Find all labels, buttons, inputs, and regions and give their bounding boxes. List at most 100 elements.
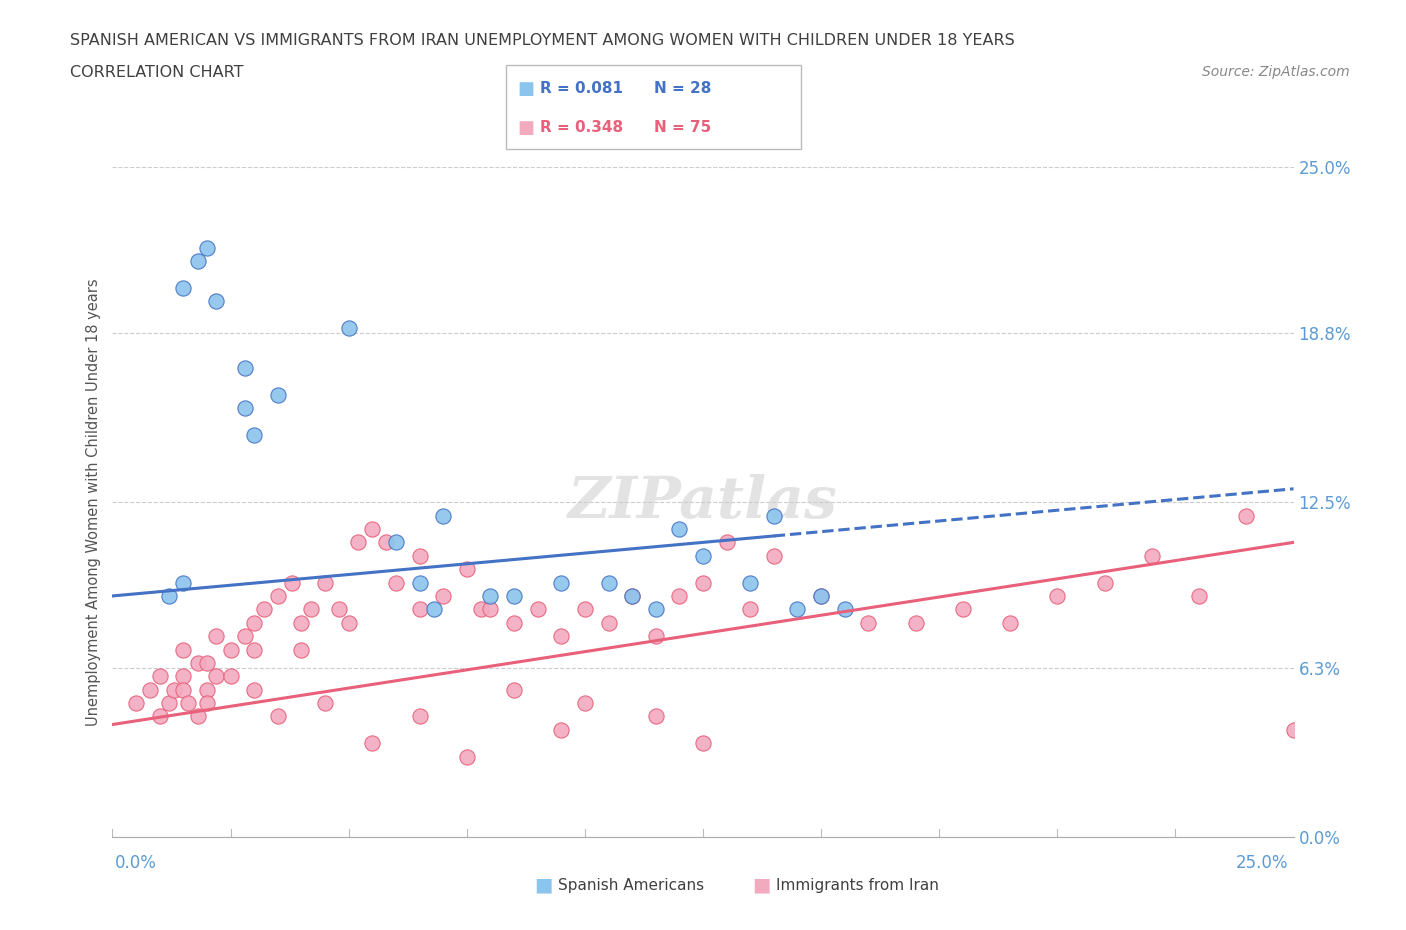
Point	[692, 575, 714, 590]
Text: 25.0%: 25.0%	[1236, 854, 1288, 871]
Point	[408, 549, 430, 564]
Point	[139, 683, 162, 698]
Point	[186, 709, 208, 724]
Point	[177, 696, 200, 711]
Text: CORRELATION CHART: CORRELATION CHART	[70, 65, 243, 80]
Point	[149, 669, 172, 684]
Point	[1140, 549, 1163, 564]
Point	[337, 616, 360, 631]
Point	[281, 575, 304, 590]
Point	[550, 575, 572, 590]
Point	[1234, 508, 1257, 523]
Point	[172, 683, 194, 698]
Point	[299, 602, 322, 617]
Text: N = 75: N = 75	[654, 120, 711, 136]
Point	[157, 696, 180, 711]
Point	[125, 696, 148, 711]
Point	[172, 669, 194, 684]
Point	[692, 736, 714, 751]
Point	[253, 602, 276, 617]
Point	[716, 535, 738, 550]
Point	[834, 602, 856, 617]
Text: ■: ■	[534, 876, 553, 895]
Point	[243, 683, 266, 698]
Point	[375, 535, 398, 550]
Point	[456, 750, 478, 764]
Point	[1188, 589, 1211, 604]
Point	[550, 629, 572, 644]
Point	[644, 709, 666, 724]
Point	[432, 508, 454, 523]
Point	[290, 616, 312, 631]
Text: SPANISH AMERICAN VS IMMIGRANTS FROM IRAN UNEMPLOYMENT AMONG WOMEN WITH CHILDREN : SPANISH AMERICAN VS IMMIGRANTS FROM IRAN…	[70, 33, 1015, 47]
Point	[904, 616, 927, 631]
Point	[195, 656, 218, 671]
Text: ■: ■	[517, 80, 534, 98]
Point	[952, 602, 974, 617]
Point	[172, 642, 194, 657]
Text: Spanish Americans: Spanish Americans	[558, 878, 704, 893]
Point	[668, 589, 690, 604]
Point	[195, 240, 218, 255]
Point	[328, 602, 350, 617]
Point	[810, 589, 832, 604]
Point	[479, 589, 502, 604]
Point	[598, 616, 620, 631]
Text: N = 28: N = 28	[654, 81, 711, 96]
Point	[385, 535, 408, 550]
Point	[267, 709, 290, 724]
Point	[186, 254, 208, 269]
Point	[205, 629, 228, 644]
Point	[786, 602, 808, 617]
Point	[574, 602, 596, 617]
Point	[408, 575, 430, 590]
Point	[574, 696, 596, 711]
Point	[361, 522, 384, 537]
Point	[314, 696, 336, 711]
Y-axis label: Unemployment Among Women with Children Under 18 years: Unemployment Among Women with Children U…	[86, 278, 101, 726]
Text: Source: ZipAtlas.com: Source: ZipAtlas.com	[1202, 65, 1350, 79]
Point	[195, 683, 218, 698]
Text: 0.0%: 0.0%	[115, 854, 157, 871]
Point	[172, 575, 194, 590]
Point	[233, 401, 256, 416]
Point	[172, 281, 194, 296]
Point	[550, 723, 572, 737]
Point	[526, 602, 548, 617]
Text: R = 0.081: R = 0.081	[540, 81, 623, 96]
Point	[644, 629, 666, 644]
Point	[219, 669, 242, 684]
Point	[361, 736, 384, 751]
Point	[385, 575, 408, 590]
Text: Immigrants from Iran: Immigrants from Iran	[776, 878, 939, 893]
Point	[243, 428, 266, 443]
Point	[422, 602, 444, 617]
Text: ZIPatlas: ZIPatlas	[568, 474, 838, 530]
Point	[740, 575, 762, 590]
Point	[479, 602, 502, 617]
Point	[408, 709, 430, 724]
Point	[1282, 723, 1305, 737]
Point	[598, 575, 620, 590]
Point	[503, 683, 526, 698]
Point	[157, 589, 180, 604]
Point	[337, 321, 360, 336]
Point	[858, 616, 880, 631]
Point	[1094, 575, 1116, 590]
Point	[762, 549, 785, 564]
Point	[810, 589, 832, 604]
Point	[621, 589, 644, 604]
Point	[314, 575, 336, 590]
Point	[408, 602, 430, 617]
Point	[205, 294, 228, 309]
Point	[205, 669, 228, 684]
Point	[456, 562, 478, 577]
Point	[432, 589, 454, 604]
Point	[290, 642, 312, 657]
Point	[503, 616, 526, 631]
Point	[762, 508, 785, 523]
Point	[186, 656, 208, 671]
Point	[503, 589, 526, 604]
Text: ■: ■	[517, 119, 534, 137]
Point	[149, 709, 172, 724]
